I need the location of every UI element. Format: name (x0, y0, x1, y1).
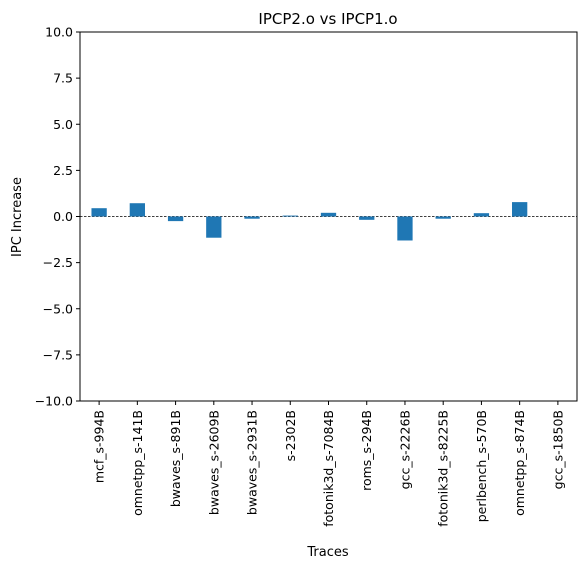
x-tick-label: gcc_s-2226B (397, 410, 412, 489)
y-tick-label: 7.5 (53, 71, 73, 86)
bar-bwaves_s-891B (167, 216, 184, 222)
x-axis-label: Traces (306, 545, 348, 560)
bar-bwaves_s-2609B (206, 216, 222, 238)
x-tick-label: omnetpp_s-874B (512, 410, 527, 516)
bar-s-2302B (282, 215, 298, 217)
y-axis-label: IPC Increase (10, 177, 25, 257)
bar-fotonik3d_s-7084B (320, 212, 337, 217)
x-tick-label: roms_s-294B (359, 410, 374, 491)
bar-bwaves_s-2931B (244, 216, 260, 219)
bars (91, 202, 528, 241)
x-tick-label: fotonik3d_s-7084B (321, 410, 336, 527)
y-tick-label: 2.5 (53, 163, 73, 178)
x-tick-label: gcc_s-1850B (550, 410, 565, 489)
x-tick-label: bwaves_s-2609B (206, 410, 221, 515)
y-tick-label: 10.0 (45, 25, 73, 40)
x-tick-label: s-2302B (283, 410, 298, 461)
bar-roms_s-294B (359, 216, 375, 220)
bar-gcc_s-2226B (397, 216, 413, 241)
y-tick-label: −2.5 (43, 255, 73, 270)
bar-omnetpp_s-874B (512, 202, 528, 217)
y-tick-label: 0.0 (53, 209, 73, 224)
bar-mcf_s-994B (91, 208, 107, 217)
bar-perlbench_s-570B (473, 213, 490, 217)
y-tick-label: −7.5 (43, 347, 73, 362)
x-tick-label: fotonik3d_s-8225B (436, 410, 451, 527)
y-tick-label: 5.0 (53, 117, 73, 132)
y-tick-label: −5.0 (43, 301, 73, 316)
x-tick-label: perlbench_s-570B (474, 410, 489, 522)
x-tick-label: bwaves_s-2931B (245, 410, 260, 515)
y-tick-label: −10.0 (35, 394, 73, 409)
x-tick-label: omnetpp_s-141B (130, 410, 145, 516)
bar-omnetpp_s-141B (129, 203, 145, 217)
x-tick-label: bwaves_s-891B (168, 410, 183, 507)
y-axis: −10.0 −7.5 −5.0 −2.5 0.0 2.5 5.0 7.5 10.0 (35, 25, 80, 409)
chart-title: IPCP2.o vs IPCP1.o (258, 10, 397, 28)
bar-fotonik3d_s-8225B (435, 216, 451, 219)
x-axis: mcf_s-994B omnetpp_s-141B bwaves_s-891B bwa… (92, 401, 565, 527)
x-tick-label: mcf_s-994B (92, 410, 107, 483)
